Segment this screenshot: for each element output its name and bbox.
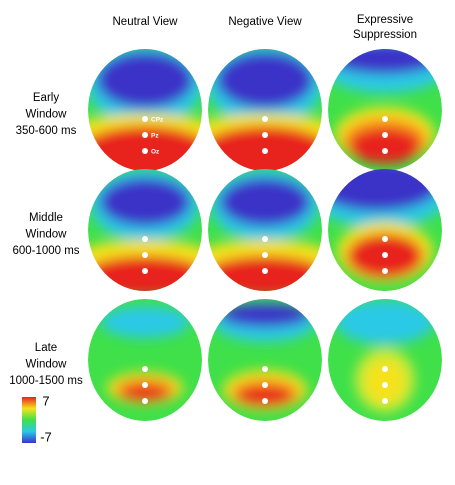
electrode	[262, 116, 268, 122]
electrode	[382, 236, 388, 242]
row-label: Late	[35, 342, 57, 354]
field-blob	[88, 126, 202, 171]
electrode	[262, 252, 268, 258]
electrode	[142, 268, 148, 274]
row-label: 1000-1500 ms	[9, 375, 83, 387]
row-label: Window	[26, 229, 68, 241]
field-blob	[208, 256, 322, 291]
electrode-label: CPz	[151, 117, 164, 124]
electrode	[142, 366, 148, 372]
electrode	[262, 268, 268, 274]
field-blob	[100, 178, 190, 226]
field-blob	[237, 386, 293, 406]
column-header: Expressive	[357, 14, 413, 26]
scalp-map	[88, 169, 202, 291]
electrode	[262, 132, 268, 138]
row-label: Early	[33, 92, 59, 104]
row-label: 350-600 ms	[16, 125, 77, 137]
electrode	[382, 116, 388, 122]
electrode-label: Pz	[151, 133, 159, 140]
field-blob	[330, 49, 440, 74]
row-label: Window	[26, 359, 68, 371]
field-blob	[208, 126, 322, 171]
electrode	[382, 132, 388, 138]
scalp-field	[213, 302, 317, 410]
electrode	[382, 268, 388, 274]
field-blob	[121, 385, 169, 401]
scalp-map	[328, 299, 442, 421]
column-header: Neutral View	[113, 16, 179, 28]
scalp-map	[208, 169, 322, 291]
electrode	[262, 366, 268, 372]
row-label: 600-1000 ms	[12, 245, 79, 257]
row-label: Window	[26, 109, 68, 121]
colorbar-max: 7	[42, 393, 49, 408]
electrode	[382, 148, 388, 154]
electrode	[382, 382, 388, 388]
electrode	[142, 148, 148, 154]
electrode	[142, 398, 148, 404]
electrode	[382, 398, 388, 404]
column-header: Suppression	[353, 29, 417, 41]
row-label: Middle	[29, 212, 63, 224]
electrode	[262, 398, 268, 404]
field-blob	[97, 52, 193, 108]
electrode	[142, 382, 148, 388]
field-blob	[88, 256, 202, 291]
field-blob	[335, 300, 435, 344]
electrode	[142, 252, 148, 258]
electrode	[142, 132, 148, 138]
electrode	[382, 366, 388, 372]
field-blob	[220, 303, 310, 327]
electrode	[262, 382, 268, 388]
electrode	[382, 252, 388, 258]
electrode	[262, 236, 268, 242]
field-blob	[217, 52, 313, 108]
field-blob	[220, 178, 310, 226]
scalp-map	[208, 299, 322, 421]
electrode-label: Oz	[151, 149, 160, 156]
scalp-map	[328, 169, 442, 291]
field-blob	[349, 128, 421, 164]
electrode	[262, 148, 268, 154]
column-header: Negative View	[228, 16, 302, 28]
colorbar	[22, 397, 36, 443]
electrode	[142, 236, 148, 242]
electrode	[142, 116, 148, 122]
field-blob	[100, 306, 190, 338]
colorbar-min: -7	[40, 429, 52, 444]
